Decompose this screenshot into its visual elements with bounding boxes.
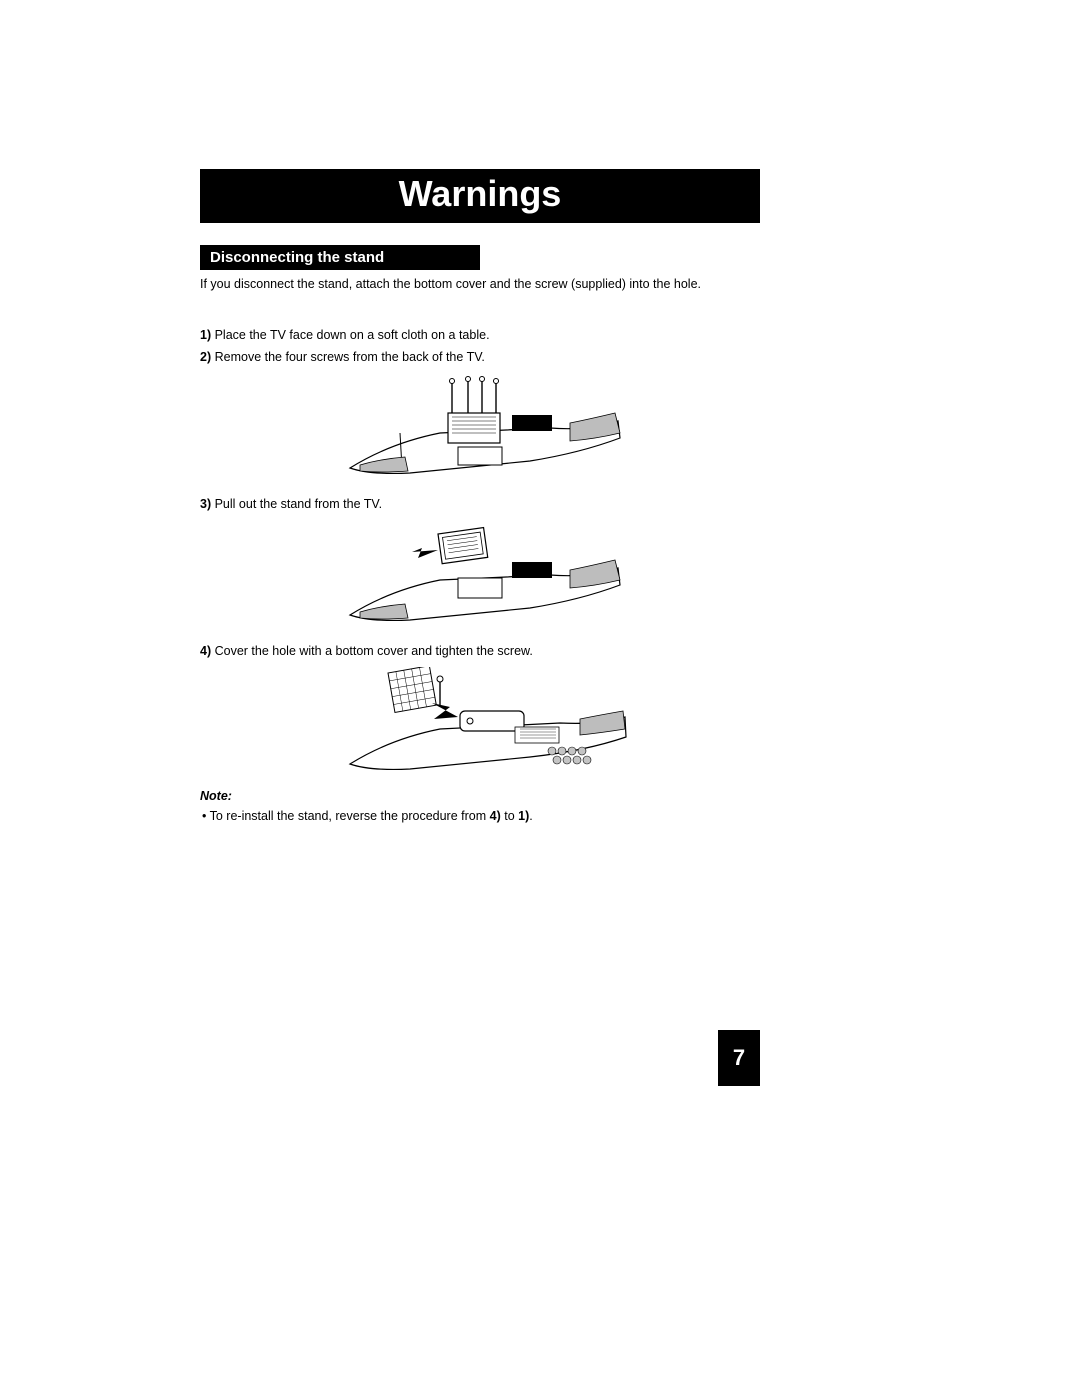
step-number: 2) bbox=[200, 350, 211, 364]
page-number: 7 bbox=[718, 1030, 760, 1086]
title-banner: Warnings bbox=[200, 169, 760, 223]
step-number: 4) bbox=[200, 644, 211, 658]
step-text: Remove the four screws from the back of … bbox=[211, 350, 485, 364]
note-heading: Note: bbox=[200, 789, 760, 803]
step-text: Cover the hole with a bottom cover and t… bbox=[211, 644, 533, 658]
step-text: Pull out the stand from the TV. bbox=[211, 497, 382, 511]
figure-bottom-cover bbox=[330, 667, 630, 779]
note-text: . bbox=[529, 809, 532, 823]
step-2: 2) Remove the four screws from the back … bbox=[200, 348, 760, 367]
figure-remove-screws bbox=[330, 373, 630, 485]
note-item: • To re-install the stand, reverse the p… bbox=[200, 807, 760, 826]
note-text: to bbox=[501, 809, 518, 823]
figure-pull-stand bbox=[330, 520, 630, 632]
note-text: • To re-install the stand, reverse the p… bbox=[202, 809, 490, 823]
step-1: 1) Place the TV face down on a soft clot… bbox=[200, 326, 760, 345]
step-number: 3) bbox=[200, 497, 211, 511]
note-bold: 1) bbox=[518, 809, 529, 823]
step-text: Place the TV face down on a soft cloth o… bbox=[211, 328, 489, 342]
step-number: 1) bbox=[200, 328, 211, 342]
note-bold: 4) bbox=[490, 809, 501, 823]
section-heading: Disconnecting the stand bbox=[200, 245, 480, 270]
step-4: 4) Cover the hole with a bottom cover an… bbox=[200, 642, 760, 661]
step-3: 3) Pull out the stand from the TV. bbox=[200, 495, 760, 514]
intro-text: If you disconnect the stand, attach the … bbox=[200, 276, 760, 294]
page-content: Warnings Disconnecting the stand If you … bbox=[200, 169, 760, 825]
